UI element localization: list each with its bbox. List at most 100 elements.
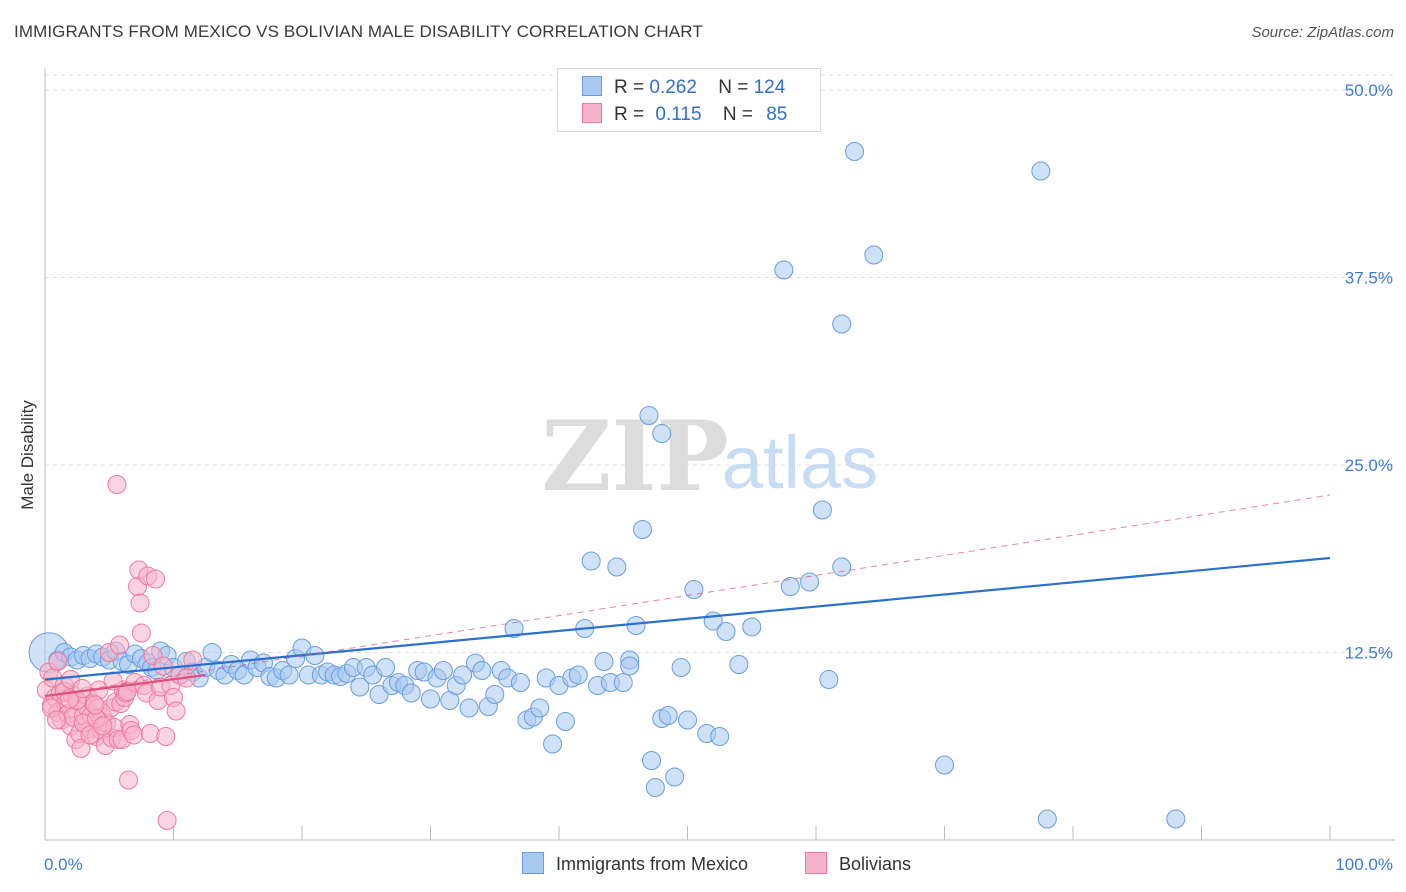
legend-r-value: 0.262	[649, 77, 697, 98]
point-mexico	[819, 670, 839, 689]
legend-swatch-bolivians	[582, 103, 602, 123]
point-bolivians	[72, 679, 92, 698]
point-bolivians	[107, 475, 127, 494]
point-mexico	[710, 727, 730, 746]
y-tick-label: 25.0%	[1345, 456, 1393, 475]
point-mexico	[555, 712, 575, 731]
data-points	[28, 142, 1186, 830]
bottom-legend-mexico: Immigrants from Mexico	[522, 852, 748, 875]
source-label: Source: ZipAtlas.com	[1251, 24, 1394, 41]
point-mexico	[594, 652, 614, 671]
legend-n-value: 85	[766, 104, 788, 125]
point-mexico	[510, 673, 530, 692]
point-mexico	[729, 655, 749, 674]
trend-line-mexico	[44, 556, 1331, 681]
watermark: ZIP atlas	[541, 400, 878, 513]
x-tick-label: 100.0%	[1335, 855, 1393, 874]
legend-n-label: N =	[722, 104, 753, 125]
point-mexico	[639, 406, 659, 425]
point-mexico	[774, 260, 794, 280]
point-mexico	[459, 698, 479, 718]
point-mexico	[832, 557, 852, 577]
point-mexico	[658, 706, 678, 725]
point-bolivians	[166, 701, 186, 721]
legend-n-label: N =	[718, 77, 749, 98]
y-tick-label: 50.0%	[1345, 81, 1393, 100]
point-mexico	[620, 656, 640, 676]
legend-row-mexico: R = 0.262 N = 124	[582, 76, 785, 98]
point-mexico	[1031, 161, 1051, 181]
point-mexico	[607, 557, 627, 577]
legend-r-label: R =	[614, 104, 645, 125]
point-bolivians	[47, 710, 67, 730]
point-bolivians	[156, 727, 176, 746]
point-mexico	[864, 245, 884, 265]
point-mexico	[279, 665, 299, 685]
point-mexico	[812, 500, 832, 520]
point-mexico	[678, 710, 697, 730]
point-mexico	[202, 643, 222, 662]
trend-lines	[44, 494, 1331, 698]
point-mexico	[716, 622, 736, 641]
x-tick-label: 0.0%	[44, 855, 83, 874]
point-mexico	[652, 424, 672, 443]
point-mexico	[626, 616, 646, 635]
point-mexico	[350, 677, 370, 697]
point-mexico	[935, 755, 954, 775]
bottom-legend-label-mexico: Immigrants from Mexico	[556, 854, 749, 874]
point-mexico	[543, 734, 563, 754]
point-bolivians	[110, 635, 130, 655]
axes	[44, 68, 1395, 841]
legend-swatch-mexico	[582, 76, 602, 96]
trend-line-bolivians	[44, 673, 206, 698]
point-bolivians	[146, 569, 166, 589]
point-bolivians	[71, 739, 91, 758]
point-bolivians	[93, 716, 113, 736]
point-mexico	[581, 551, 601, 571]
point-mexico	[742, 617, 762, 637]
point-bolivians	[157, 811, 177, 830]
point-mexico	[485, 685, 505, 704]
grid-lines	[45, 74, 1395, 653]
point-mexico	[645, 778, 665, 797]
point-bolivians	[130, 593, 150, 613]
point-mexico	[1037, 809, 1057, 829]
point-mexico	[568, 665, 588, 685]
point-bolivians	[85, 695, 105, 715]
watermark-atlas: atlas	[722, 421, 878, 504]
tick-labels: 12.5% 25.0% 37.5% 50.0% 0.0% 100.0%	[44, 81, 1393, 874]
point-mexico	[504, 619, 524, 638]
bottom-legend-swatch-mexico	[522, 852, 544, 874]
point-mexico	[665, 767, 685, 787]
point-mexico	[421, 689, 440, 709]
legend-r-label: R =	[614, 77, 645, 98]
point-mexico	[671, 658, 691, 677]
point-bolivians	[140, 724, 160, 743]
point-mexico	[845, 142, 865, 161]
point-mexico	[401, 683, 421, 703]
point-mexico	[453, 665, 473, 685]
point-mexico	[433, 661, 453, 680]
watermark-zip: ZIP	[541, 400, 728, 513]
y-tick-label: 37.5%	[1345, 269, 1393, 288]
legend-r-value: 0.115	[655, 104, 702, 125]
y-tick-label: 12.5%	[1345, 644, 1393, 663]
point-mexico	[780, 577, 800, 596]
point-bolivians	[124, 725, 144, 745]
bottom-legend-bolivians: Bolivians	[805, 852, 911, 875]
point-bolivians	[131, 623, 151, 643]
legend-n-value: 124	[753, 77, 786, 98]
trend-line-bolivians-extended	[44, 494, 1331, 697]
chart-title: IMMIGRANTS FROM MEXICO VS BOLIVIAN MALE …	[14, 22, 703, 41]
point-mexico	[530, 698, 550, 718]
point-mexico	[832, 314, 852, 334]
correlation-legend: R = 0.262 N = 124 R = 0.115 N = 85	[557, 68, 821, 132]
legend-row-bolivians: R = 0.115 N = 85	[582, 103, 787, 125]
point-bolivians	[117, 682, 137, 701]
point-mexico	[633, 520, 653, 539]
bottom-legend-swatch-bolivians	[805, 852, 827, 874]
point-mexico	[376, 658, 396, 677]
bottom-legend-label-bolivians: Bolivians	[839, 854, 912, 874]
point-bolivians	[153, 656, 173, 676]
